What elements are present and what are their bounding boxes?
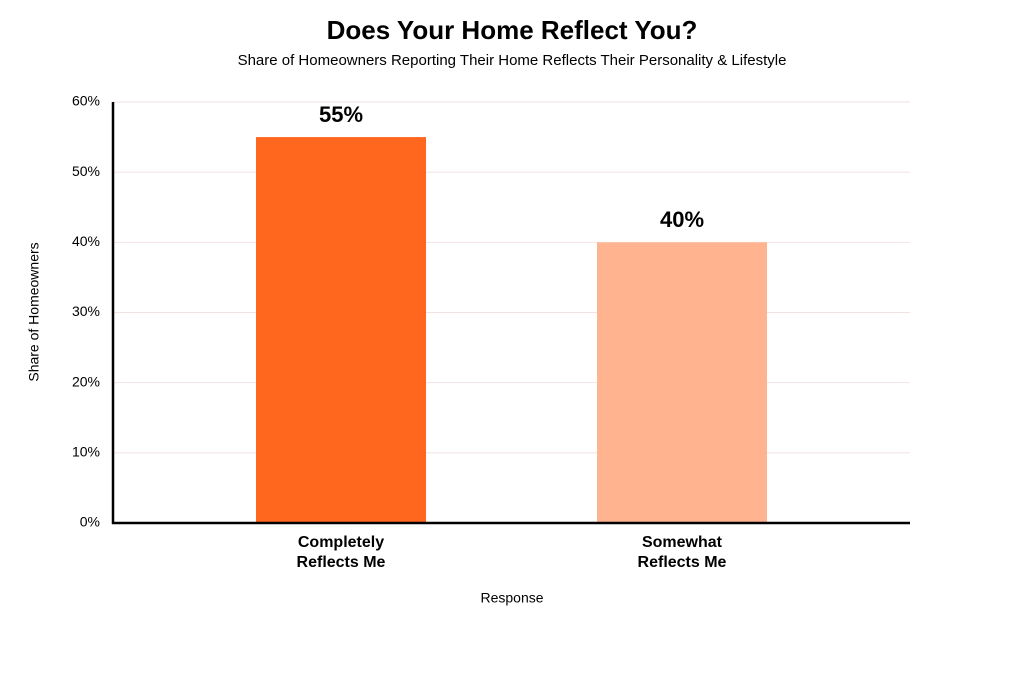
x-tick-label: Completely Reflects Me [296,534,386,571]
y-tick-label: 50% [72,163,100,179]
x-tick-label: Somewhat Reflects Me [637,534,727,571]
y-tick-label: 60% [72,93,100,109]
y-axis-label: Share of Homeowners [26,242,42,381]
x-axis-label: Response [480,590,543,606]
value-label: 55% [319,102,363,127]
bar [256,137,426,524]
bar [597,242,767,524]
y-tick-label: 30% [72,303,100,319]
y-tick-label: 0% [80,514,100,530]
value-label: 40% [660,207,704,232]
y-tick-label: 40% [72,233,100,249]
y-tick-label: 10% [72,444,100,460]
chart-title: Does Your Home Reflect You? [327,15,698,45]
chart-subtitle: Share of Homeowners Reporting Their Home… [238,52,787,69]
y-tick-label: 20% [72,373,100,389]
